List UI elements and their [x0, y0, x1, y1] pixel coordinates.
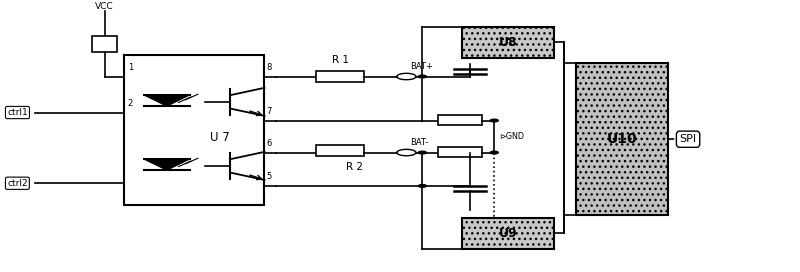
Circle shape: [418, 75, 426, 78]
Text: VCC: VCC: [95, 2, 114, 11]
Text: U8: U8: [499, 36, 518, 49]
Polygon shape: [144, 95, 190, 106]
Bar: [316, 71, 364, 82]
Text: 7: 7: [266, 107, 272, 116]
Text: ⊳GND: ⊳GND: [499, 132, 524, 141]
Text: SPI: SPI: [679, 134, 697, 144]
Circle shape: [490, 119, 498, 122]
Bar: [576, 63, 667, 215]
Text: U10: U10: [606, 132, 637, 146]
Text: U 7: U 7: [210, 131, 230, 144]
Text: 2: 2: [128, 99, 133, 108]
Polygon shape: [144, 159, 190, 170]
Bar: [92, 36, 118, 52]
Circle shape: [418, 151, 426, 154]
Bar: [462, 218, 554, 249]
Bar: [316, 145, 364, 156]
Text: U9: U9: [499, 227, 518, 240]
Text: 8: 8: [266, 63, 272, 72]
Text: ctrl1: ctrl1: [7, 108, 28, 117]
Text: BAT+: BAT+: [410, 62, 434, 71]
Bar: [462, 27, 554, 58]
Circle shape: [418, 185, 426, 187]
Text: 5: 5: [266, 172, 272, 181]
Circle shape: [490, 151, 498, 154]
Bar: [125, 55, 264, 205]
Text: R 1: R 1: [332, 55, 349, 65]
Text: R 2: R 2: [346, 162, 363, 172]
Text: 1: 1: [128, 63, 133, 72]
Text: 6: 6: [266, 139, 272, 148]
Text: BAT-: BAT-: [410, 138, 429, 147]
Bar: [438, 147, 482, 157]
Bar: [438, 116, 482, 125]
Text: ctrl2: ctrl2: [7, 179, 28, 188]
